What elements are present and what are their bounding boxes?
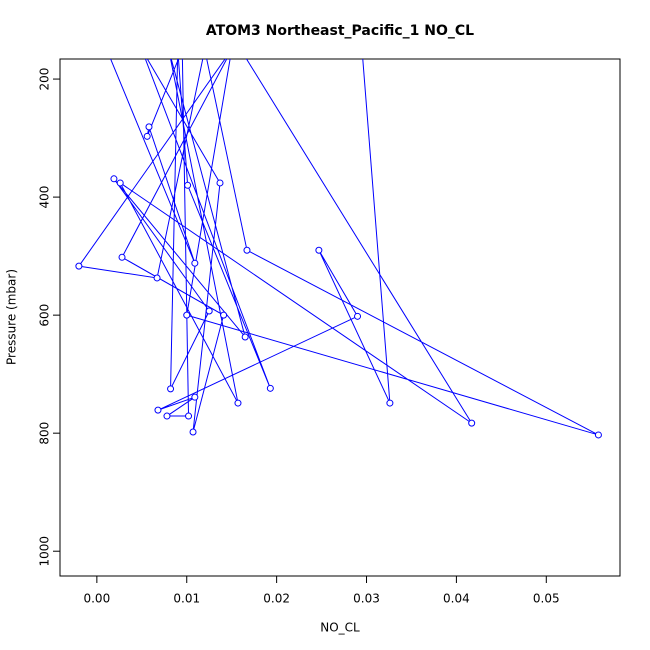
data-point [184, 181, 192, 189]
data-point [386, 399, 394, 407]
x-tick-label: 0.02 [263, 592, 290, 606]
x-axis-label: NO_CL [320, 621, 360, 635]
data-point [75, 262, 83, 270]
data-point [191, 393, 199, 401]
data-point [315, 246, 323, 254]
data-point [243, 246, 251, 254]
data-point [205, 307, 213, 315]
data-point [220, 311, 228, 319]
data-point [154, 406, 162, 414]
data-point [354, 312, 362, 320]
y-tick-label: 400 [38, 186, 52, 209]
chart-title: ATOM3 Northeast_Pacific_1 NO_CL [206, 23, 474, 39]
data-point [468, 419, 476, 427]
x-tick-label: 0.05 [533, 592, 560, 606]
y-tick-label: 1000 [38, 536, 52, 567]
x-tick-label: 0.00 [83, 592, 110, 606]
data-point [183, 311, 191, 319]
data-point [266, 384, 274, 392]
data-point [143, 132, 151, 140]
y-tick-label: 200 [38, 68, 52, 91]
data-point [153, 274, 161, 282]
data-point [110, 175, 118, 183]
data-point [234, 399, 242, 407]
x-tick-label: 0.01 [173, 592, 200, 606]
data-point [216, 179, 224, 187]
data-point [189, 428, 197, 436]
data-point [118, 253, 126, 261]
data-line [78, 59, 599, 436]
data-point [594, 431, 602, 439]
data-point [167, 385, 175, 393]
data-point [116, 179, 124, 187]
y-tick-label: 600 [38, 304, 52, 327]
data-point [185, 412, 193, 420]
x-tick-label: 0.04 [443, 592, 470, 606]
data-point [163, 412, 171, 420]
data-point [145, 123, 153, 131]
x-tick-label: 0.03 [353, 592, 380, 606]
data-point [191, 259, 199, 267]
data-point [241, 333, 249, 341]
y-tick-label: 800 [38, 422, 52, 445]
plot-frame [59, 58, 621, 577]
y-axis-label: Pressure (mbar) [5, 269, 19, 365]
plot-area [75, 59, 602, 439]
